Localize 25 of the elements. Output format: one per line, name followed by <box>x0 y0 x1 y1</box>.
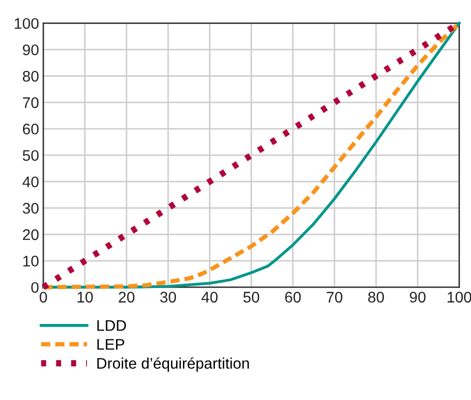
legend-label: LEP <box>97 339 124 350</box>
y-tick-label: 80 <box>22 70 39 82</box>
y-tick-label: 40 <box>22 176 39 188</box>
x-tick-label: 90 <box>410 292 426 303</box>
x-tick-label: 100 <box>448 292 471 303</box>
x-tick-label: 0 <box>40 292 47 303</box>
x-tick-label: 20 <box>118 292 134 303</box>
y-tick-label: 10 <box>23 256 39 266</box>
x-tick-label: 40 <box>202 292 218 303</box>
y-tick-label: 30 <box>22 202 39 214</box>
legend-label: LDD <box>97 320 126 331</box>
y-tick-label: 70 <box>22 97 39 108</box>
y-tick-label: 20 <box>22 229 39 240</box>
x-tick-label: 50 <box>243 292 260 303</box>
x-tick-label: 70 <box>326 292 342 303</box>
x-tick-label: 10 <box>78 292 93 303</box>
x-tick-label: 80 <box>368 292 384 303</box>
y-tick-label: 0 <box>31 282 39 293</box>
y-tick-label: 90 <box>22 44 39 56</box>
x-tick-label: 60 <box>285 292 301 303</box>
x-tick-label: 30 <box>160 292 176 303</box>
y-tick-label: 60 <box>22 124 39 134</box>
legend-label: Droite d’équirépartition <box>97 357 249 372</box>
y-tick-label: 50 <box>22 150 39 161</box>
y-tick-label: 100 <box>14 18 39 29</box>
